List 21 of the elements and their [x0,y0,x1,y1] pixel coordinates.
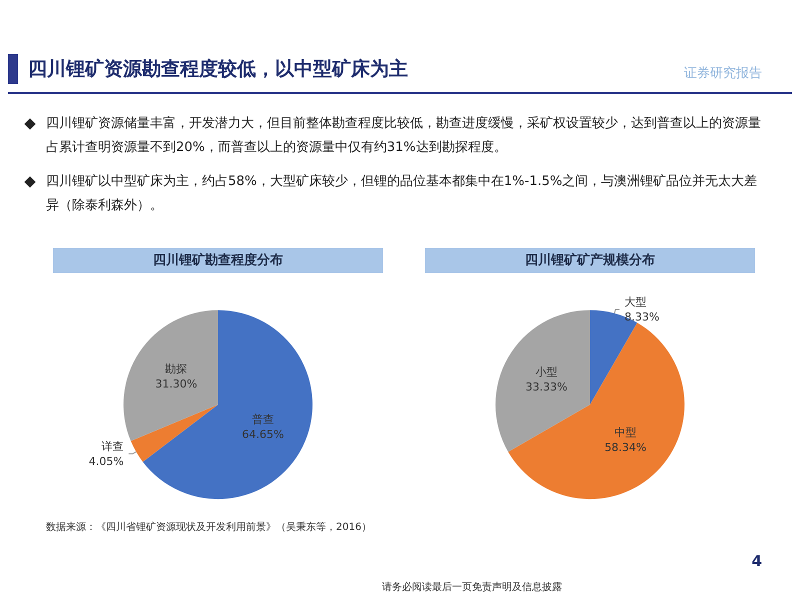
data-label: 4.05% [88,454,124,468]
text: 4 [752,552,762,570]
text: 四川锂矿资源储量丰富，开发潜力大，但目前整体勘查程度比较低，勘查进度缓慢，采矿权设置较少，达到普查以上的资源量占累计查明资源量不到20%，而普查以上的资源量中仅有约31%达到勘探程度。 [46,116,761,155]
text: 四川锂矿以中型矿床为主，约占58%，大型矿床较少，但锂的品位基本都集中在1%-1.5%之间，与澳洲锂矿品位并无太大差异（除泰利森外）。 [46,174,758,213]
slice-label: 中型 [614,426,637,440]
chart-title: 四川锂矿矿产规模分布 [525,252,655,268]
data-label: 8.33% [624,310,660,324]
slice-label: 普查 [252,412,274,426]
text: 请务必阅读最后一页免责声明及信息披露 [382,580,562,594]
slice-label: 勘探 [165,362,188,376]
slice-label: 小型 [535,365,558,378]
slice-label: 详查 [102,440,124,453]
slice-label: 大型 [624,295,646,308]
data-label: 58.34% [604,441,647,454]
data-label: 64.65% [242,428,284,441]
data-label: 31.30% [155,378,198,391]
data-label: 33.33% [526,380,568,394]
source-note: 数据来源：《四川省锂矿资源现状及开发利用前景》（吴秉东等，2016） [46,520,372,534]
text: 四川锂矿资源勘查程度较低，以中型矿床为主 [28,57,408,82]
chart-title: 四川锂矿勘查程度分布 [153,252,283,268]
text: 证券研究报告 [684,65,762,82]
